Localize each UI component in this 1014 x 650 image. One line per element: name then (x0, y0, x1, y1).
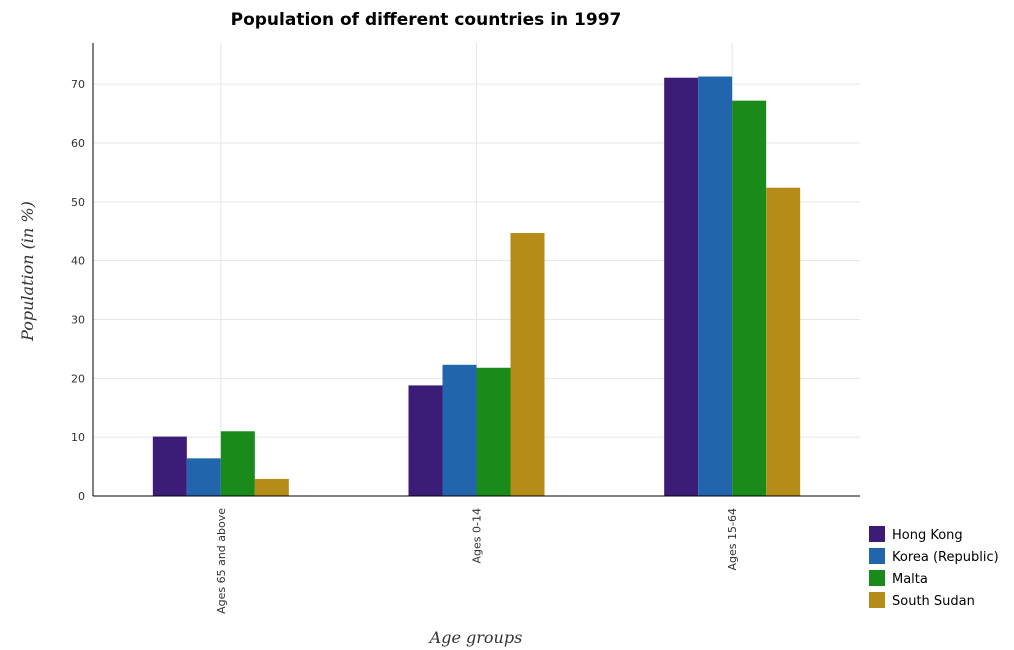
y-tick-label: 20 (71, 372, 85, 385)
bar (664, 77, 699, 496)
chart-title: Population of different countries in 199… (231, 10, 622, 30)
bar (766, 187, 801, 496)
legend-label: Hong Kong (892, 528, 963, 543)
y-tick-label: 70 (71, 78, 85, 91)
y-tick-label: 0 (78, 490, 85, 503)
x-tick-label: Ages 15-64 (726, 508, 739, 570)
x-tick-label: Ages 0-14 (471, 508, 484, 563)
x-tick-label: Ages 65 and above (215, 508, 228, 614)
y-tick-label: 10 (71, 431, 85, 444)
plot-area: 0 10 20 30 40 50 60 70 Ages 65 and above Ages 0-1… (71, 43, 860, 614)
bar (186, 458, 221, 496)
bar (510, 233, 545, 497)
legend-label: South Sudan (892, 594, 975, 609)
legend-label: Korea (Republic) (892, 550, 999, 565)
bar (220, 431, 255, 496)
legend-swatch (869, 548, 885, 564)
bar (408, 385, 443, 496)
y-tick-label: 40 (71, 255, 85, 268)
legend-swatch (869, 570, 885, 586)
y-axis-label: Population (in %) (18, 201, 37, 342)
legend-label: Malta (892, 572, 928, 587)
legend-swatch (869, 592, 885, 608)
y-tick-label: 50 (71, 196, 85, 209)
bar (254, 478, 289, 496)
x-axis-label: Age groups (428, 628, 523, 647)
legend: Hong Kong Korea (Republic) Malta South Suda… (869, 526, 999, 609)
bar (732, 100, 767, 497)
y-tick-label: 30 (71, 314, 85, 327)
bar (476, 367, 511, 496)
y-tick-label: 60 (71, 137, 85, 150)
bar (152, 436, 187, 496)
bar (698, 76, 733, 497)
bar (442, 364, 477, 496)
legend-swatch (869, 526, 885, 542)
